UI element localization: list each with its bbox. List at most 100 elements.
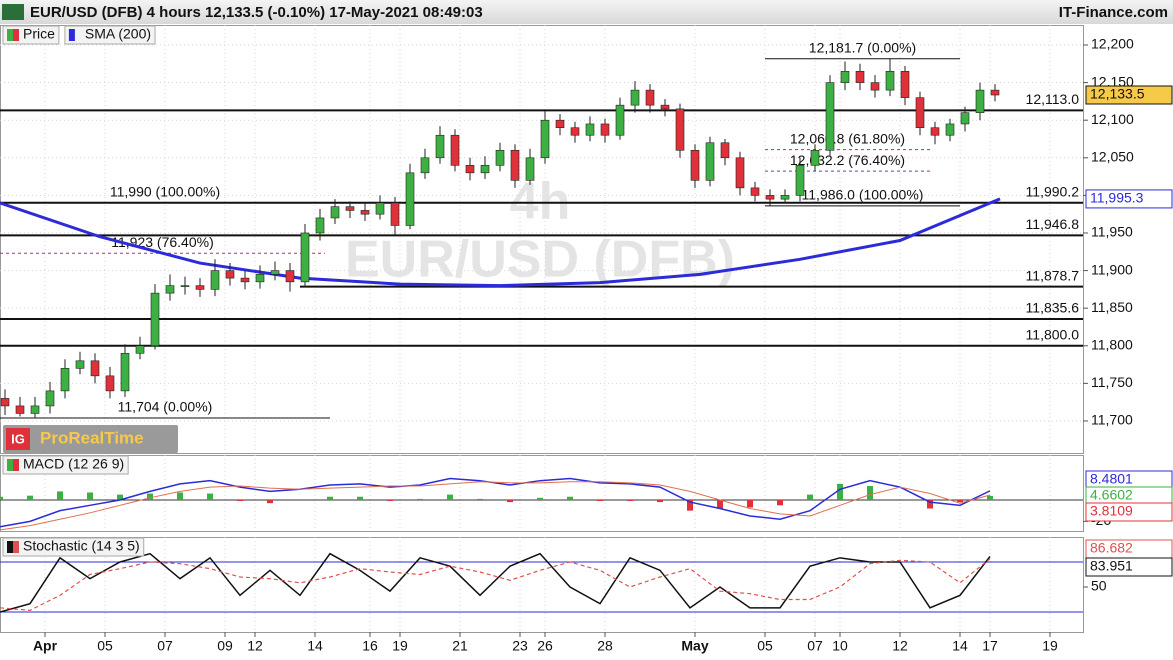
candle-body <box>765 195 775 200</box>
y-tick-label: 12,100 <box>1091 111 1134 127</box>
histogram-bar <box>447 494 453 500</box>
histogram-bar <box>177 492 183 500</box>
sma-tag: 11,995.3 <box>1090 190 1144 206</box>
y-tick-label: 12,200 <box>1091 36 1134 52</box>
y-tick-label: 11,700 <box>1091 412 1133 428</box>
histogram-bar <box>27 495 33 500</box>
x-tick-label: 14 <box>307 638 323 654</box>
candle-body <box>150 292 160 347</box>
legend-swatch <box>7 29 13 41</box>
y-tick-label: 11,800 <box>1091 336 1133 352</box>
histogram-bar <box>147 493 153 500</box>
candle-body <box>750 187 760 196</box>
level-label: 11,990.2 <box>1026 183 1080 199</box>
histogram-bar <box>117 494 123 500</box>
x-tick-label: 21 <box>452 638 468 654</box>
candle-body <box>780 195 790 200</box>
candle-body <box>255 274 265 283</box>
macd-tag: 8.4801 <box>1090 471 1133 487</box>
x-tick-label: 19 <box>1042 638 1058 654</box>
candle-body <box>555 119 565 129</box>
header-bar <box>0 0 1173 24</box>
histogram-bar <box>357 496 363 500</box>
candle-body <box>390 202 400 226</box>
candle-body <box>930 127 940 136</box>
candle-body <box>285 270 295 283</box>
candle-body <box>45 390 55 407</box>
x-tick-label: Apr <box>33 638 58 654</box>
candle-body <box>660 104 670 110</box>
header-title: EUR/USD (DFB) 4 hours 12,133.5 (-0.10%) … <box>30 4 483 21</box>
candle-body <box>540 119 550 159</box>
candle-body <box>945 123 955 136</box>
candle-body <box>465 165 475 174</box>
candle-body <box>15 405 25 414</box>
candle-body <box>90 360 100 377</box>
candle-body <box>270 270 280 275</box>
candle-body <box>645 89 655 106</box>
histogram-bar <box>87 492 93 500</box>
legend-swatch <box>7 459 13 471</box>
histogram-bar <box>927 499 933 509</box>
candle-body <box>705 142 715 181</box>
candle-body <box>960 112 970 125</box>
legend-swatch <box>13 541 19 553</box>
candle-body <box>420 157 430 174</box>
histogram-bar <box>867 486 873 500</box>
watermark: 4h <box>510 173 571 231</box>
candle-body <box>585 123 595 136</box>
d-tag: 83.951 <box>1090 558 1133 574</box>
histogram-bar <box>417 498 423 500</box>
legend-entry <box>64 25 156 45</box>
x-tick-label: 07 <box>157 638 173 654</box>
candle-body <box>975 89 985 113</box>
x-tick-label: 17 <box>982 638 998 654</box>
candle-body <box>810 149 820 166</box>
histogram-bar <box>57 491 63 500</box>
candle-body <box>510 149 520 181</box>
legend-label: SMA (200) <box>85 26 151 42</box>
header-site: IT-Finance.com <box>1059 4 1168 21</box>
histogram-bar <box>0 496 3 500</box>
legend-entry <box>2 455 129 475</box>
x-tick-label: 12 <box>247 638 263 654</box>
candle-body <box>900 71 910 98</box>
candle-body <box>435 134 445 159</box>
candle-body <box>915 97 925 129</box>
x-tick-label: 28 <box>597 638 613 654</box>
histogram-bar <box>777 499 783 506</box>
candle-body <box>60 368 70 392</box>
candle-body <box>795 165 805 196</box>
candle-body <box>105 375 115 392</box>
histogram-bar <box>597 499 603 502</box>
histogram-bar <box>267 499 273 504</box>
x-tick-label: 14 <box>952 638 968 654</box>
legend-label: Stochastic (14 3 5) <box>23 538 140 554</box>
macd-tag: 4.6602 <box>1090 487 1133 503</box>
legend-swatch <box>7 541 13 553</box>
histogram-bar <box>537 497 543 500</box>
candle-body <box>375 202 385 215</box>
sma-tag-box <box>1085 189 1173 209</box>
k-line <box>0 552 991 613</box>
y-tick-label: 50 <box>1091 578 1107 594</box>
macd-tag-box <box>1085 502 1173 522</box>
candle-body <box>225 270 235 279</box>
candle-body <box>360 210 370 215</box>
candle-body <box>135 345 145 354</box>
histogram-bar <box>627 499 633 502</box>
x-tick-label: 23 <box>512 638 528 654</box>
candle-body <box>330 206 340 219</box>
candle-body <box>720 142 730 159</box>
candle-body <box>450 134 460 166</box>
fib-label: 11,990 (100.00%) <box>110 184 220 200</box>
histogram-bar <box>507 499 513 503</box>
x-tick-label: 10 <box>832 638 848 654</box>
candle-body <box>825 82 835 151</box>
fib-label: 11,986.0 (100.00%) <box>802 187 924 203</box>
legend-swatch <box>68 29 75 41</box>
legend-entry <box>2 537 145 557</box>
histogram-bar <box>807 494 813 500</box>
candle-body <box>840 71 850 83</box>
badge-logo-box <box>6 428 30 450</box>
